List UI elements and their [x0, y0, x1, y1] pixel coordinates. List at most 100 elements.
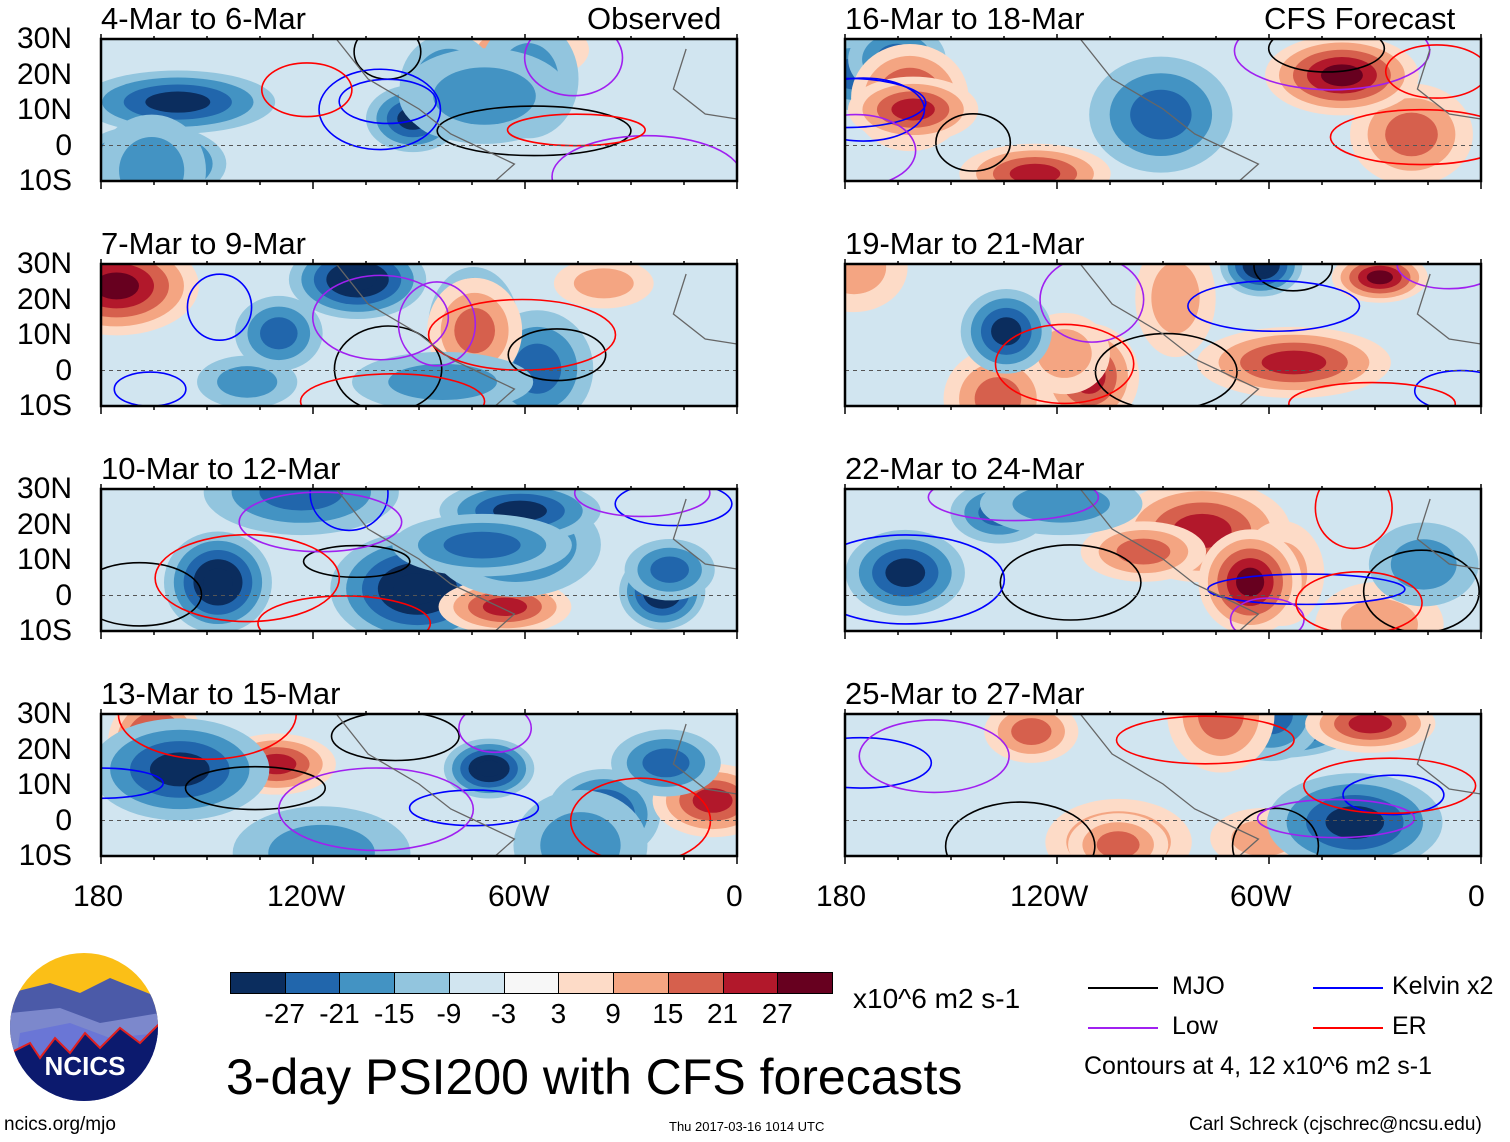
- y-tick-label: 10N: [16, 543, 72, 576]
- coastline: [672, 723, 737, 795]
- contour-line: [551, 134, 737, 181]
- y-tick-label: 10N: [16, 768, 72, 801]
- legend-low: Low: [1172, 1012, 1218, 1040]
- negative-anomaly: [145, 91, 211, 113]
- negative-anomaly: [885, 558, 926, 587]
- x-tick-label: 0: [726, 880, 743, 913]
- contour-line: [999, 544, 1142, 621]
- coastline: [672, 498, 737, 570]
- contour-line: [845, 113, 917, 181]
- legend-low-line: [1088, 1027, 1158, 1029]
- contour-line: [1115, 715, 1295, 765]
- contour-line: [1314, 489, 1393, 550]
- positive-anomaly: [101, 272, 139, 300]
- negative-anomaly: [991, 317, 1022, 346]
- y-tick-label: 0: [55, 803, 72, 837]
- contour-line: [458, 714, 533, 754]
- panel-title: 16-Mar to 18-Mar: [845, 1, 1085, 36]
- colorbar-swatch: [339, 972, 396, 994]
- contour-line: [1256, 798, 1416, 839]
- colorbar-label: 15: [652, 998, 684, 1029]
- coastline: [1416, 498, 1481, 570]
- colorbar-label: 9: [605, 998, 621, 1029]
- contour-line: [186, 273, 253, 341]
- negative-anomaly: [203, 568, 233, 597]
- x-tick-label: 0: [1468, 880, 1485, 913]
- map-panel: [99, 259, 739, 414]
- colorbar-swatch: [722, 972, 779, 994]
- negative-anomaly: [393, 573, 442, 605]
- positive-anomaly: [845, 264, 887, 295]
- colorbar-label: 3: [550, 998, 567, 1029]
- positive-anomaly: [1009, 163, 1061, 181]
- negative-anomaly: [217, 366, 278, 398]
- negative-anomaly: [642, 748, 690, 778]
- x-tick-label: 120W: [1010, 880, 1089, 913]
- coastline: [672, 48, 737, 120]
- contour-line: [573, 489, 711, 518]
- y-tick-label: 10S: [18, 164, 72, 197]
- contour-note: Contours at 4, 12 x10^6 m2 s-1: [1084, 1052, 1433, 1080]
- coastline: [335, 264, 516, 406]
- positive-anomaly: [1096, 831, 1140, 856]
- timestamp: Thu 2017-03-16 1014 UTC: [669, 1119, 825, 1134]
- colorbar-label: 21: [706, 998, 739, 1029]
- negative-anomaly: [1130, 89, 1192, 140]
- coastline: [335, 714, 516, 856]
- negative-anomaly: [1250, 264, 1273, 274]
- credit: Carl Schreck (cjschrec@ncsu.edu): [1189, 1114, 1482, 1135]
- y-tick-label: 20N: [16, 57, 72, 91]
- negative-anomaly: [433, 67, 536, 125]
- panel-title: 19-Mar to 21-Mar: [845, 226, 1085, 261]
- panel-title: 4-Mar to 6-Mar: [101, 1, 306, 36]
- coastline: [1416, 48, 1481, 120]
- contour-line: [113, 371, 187, 406]
- coastline: [335, 489, 516, 631]
- source-url[interactable]: ncics.org/mjo: [4, 1114, 116, 1135]
- colorbar-swatch: [667, 972, 725, 994]
- legend-er: ER: [1392, 1012, 1427, 1040]
- y-tick-label: 30N: [16, 697, 72, 730]
- legend-er-line: [1313, 1027, 1383, 1029]
- panel-title: 13-Mar to 15-Mar: [101, 676, 341, 711]
- colorbar-swatch: [503, 972, 560, 994]
- contour-line: [330, 714, 460, 762]
- colorbar-swatch: [394, 972, 451, 994]
- coastline: [1079, 39, 1260, 181]
- y-tick-label: 10S: [18, 839, 72, 872]
- contour-line: [333, 325, 443, 406]
- contour-line: [935, 112, 1012, 172]
- logo-text: NCICS: [45, 1051, 126, 1081]
- colorbar-label: -15: [373, 998, 415, 1029]
- contour-line: [845, 736, 933, 789]
- contour-line: [299, 373, 486, 406]
- contour-line: [277, 767, 475, 852]
- contour-line: [1039, 264, 1145, 343]
- legend-mjo-line: [1088, 987, 1158, 989]
- contour-line: [994, 323, 1135, 405]
- contour-line: [927, 489, 1100, 522]
- positive-anomaly: [1116, 538, 1171, 565]
- x-tick-label: 60W: [488, 880, 550, 913]
- negative-anomaly: [540, 812, 621, 856]
- coastline: [672, 273, 737, 345]
- contour-line: [184, 765, 327, 811]
- positive-anomaly: [1385, 112, 1438, 157]
- y-tick-label: 30N: [16, 472, 72, 505]
- panel-title: 25-Mar to 27-Mar: [845, 676, 1085, 711]
- coastline: [1079, 489, 1260, 631]
- positive-anomaly: [573, 268, 634, 299]
- positive-anomaly: [692, 788, 733, 813]
- positive-anomaly: [1348, 714, 1392, 734]
- contour-line: [1231, 807, 1320, 856]
- contour-line: [1229, 597, 1305, 631]
- contour-line: [858, 719, 1010, 794]
- legend-kelvin: Kelvin x2: [1392, 972, 1494, 1000]
- y-tick-label: 20N: [16, 282, 72, 316]
- positive-anomaly: [1320, 64, 1363, 87]
- positive-anomaly: [891, 98, 935, 121]
- coastline: [1079, 264, 1260, 406]
- contour-line: [154, 533, 341, 623]
- contour-line: [1295, 571, 1423, 631]
- legend-kelvin-line: [1313, 987, 1383, 989]
